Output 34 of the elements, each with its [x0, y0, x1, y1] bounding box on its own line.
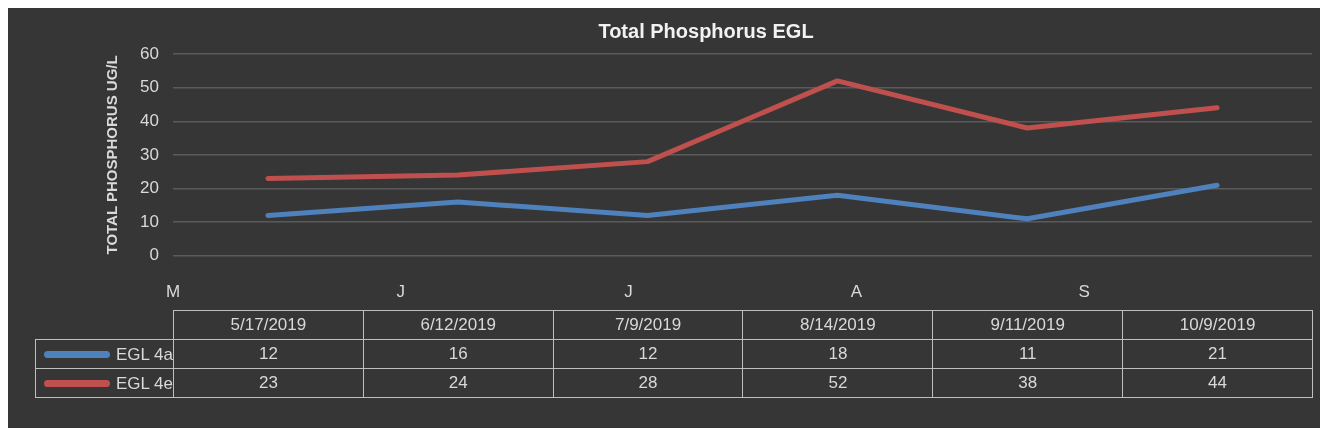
y-tick-label: 10: [140, 211, 159, 231]
y-tick-label: 50: [140, 77, 159, 97]
data-label: 44: [1122, 368, 1313, 398]
data-label: 16: [363, 339, 554, 369]
chart-title: Total Phosphorus EGL: [598, 19, 814, 42]
x-tick-label: 9/11/2019: [932, 310, 1123, 340]
legend-label: EGL 4a: [116, 344, 174, 365]
x-tick-label: 6/12/2019: [363, 310, 554, 340]
data-label: 21: [1122, 339, 1313, 369]
x-tick-label: 7/9/2019: [553, 310, 743, 340]
text: J: [395, 282, 407, 302]
y-axis-title: TOTAL PHOSPHORUS UG/L: [103, 55, 121, 255]
x-tick-label: 10/9/2019: [1122, 310, 1313, 340]
text: M: [164, 282, 182, 302]
data-label: 52: [742, 368, 933, 398]
data-label: 18: [742, 339, 933, 369]
data-label: 12: [553, 339, 743, 369]
data-label: 24: [363, 368, 554, 398]
text: S: [1077, 282, 1091, 302]
data-label: 12: [173, 339, 364, 369]
data-label: 23: [173, 368, 364, 398]
x-tick-label: 8/14/2019: [742, 310, 933, 340]
data-label: 28: [553, 368, 743, 398]
y-tick-label: 60: [140, 43, 159, 63]
text: J: [623, 282, 634, 302]
text: A: [849, 282, 864, 302]
data-label: 11: [932, 339, 1123, 369]
y-tick-label: 40: [140, 110, 159, 130]
data-label: 38: [932, 368, 1123, 398]
y-tick-label: 30: [140, 144, 159, 164]
x-tick-label: 5/17/2019: [173, 310, 364, 340]
y-tick-label: 20: [140, 178, 159, 198]
legend-label: EGL 4e: [116, 373, 174, 394]
y-tick-label: 0: [149, 245, 159, 265]
